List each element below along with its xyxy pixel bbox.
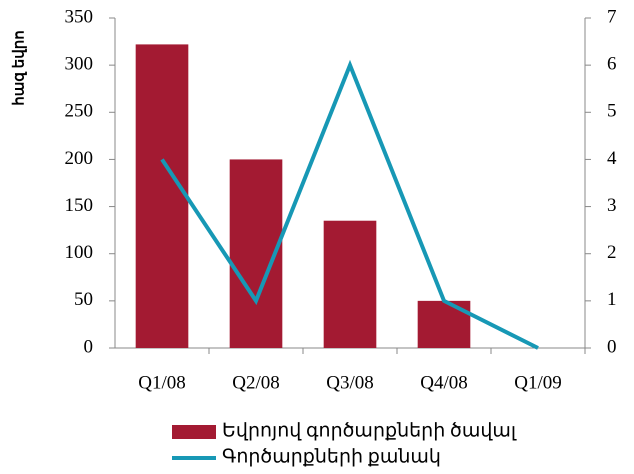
x-tick-label: Q2/08 (232, 372, 280, 393)
y-tick-label: 250 (65, 101, 94, 122)
y-tick-label: 200 (65, 148, 94, 169)
legend-label: Եվրոյով գործարքների ծավալ (222, 420, 517, 441)
y-tick-label: 100 (65, 242, 94, 263)
line (160, 59, 539, 350)
y2-tick-label: 2 (607, 242, 617, 263)
y-axis-label: հազ եվրո (11, 30, 27, 105)
bar (135, 44, 189, 349)
y-tick-label: 300 (65, 54, 94, 75)
y-tick-label: 0 (84, 336, 94, 357)
y2-tick-label: 6 (607, 54, 617, 75)
legend-swatch (172, 425, 216, 439)
y2-tick-label: 7 (607, 6, 617, 27)
y2-tick-label: 4 (607, 148, 617, 169)
y2-tick-label: 1 (607, 289, 617, 310)
y-tick-label: 50 (74, 289, 93, 310)
x-tick-label: Q1/08 (138, 372, 186, 393)
y2-tick-label: 3 (607, 195, 617, 216)
x-tick-label: Q3/08 (326, 372, 374, 393)
y2-tick-label: 5 (607, 101, 617, 122)
bar (323, 220, 377, 348)
x-tick-label: Q4/08 (420, 372, 468, 393)
y-tick-label: 150 (65, 195, 94, 216)
y2-tick-label: 0 (607, 336, 617, 357)
x-tick-label: Q1/09 (514, 372, 562, 393)
legend-label: Գործարքների քանակ (222, 446, 441, 467)
y-tick-label: 350 (65, 6, 94, 27)
